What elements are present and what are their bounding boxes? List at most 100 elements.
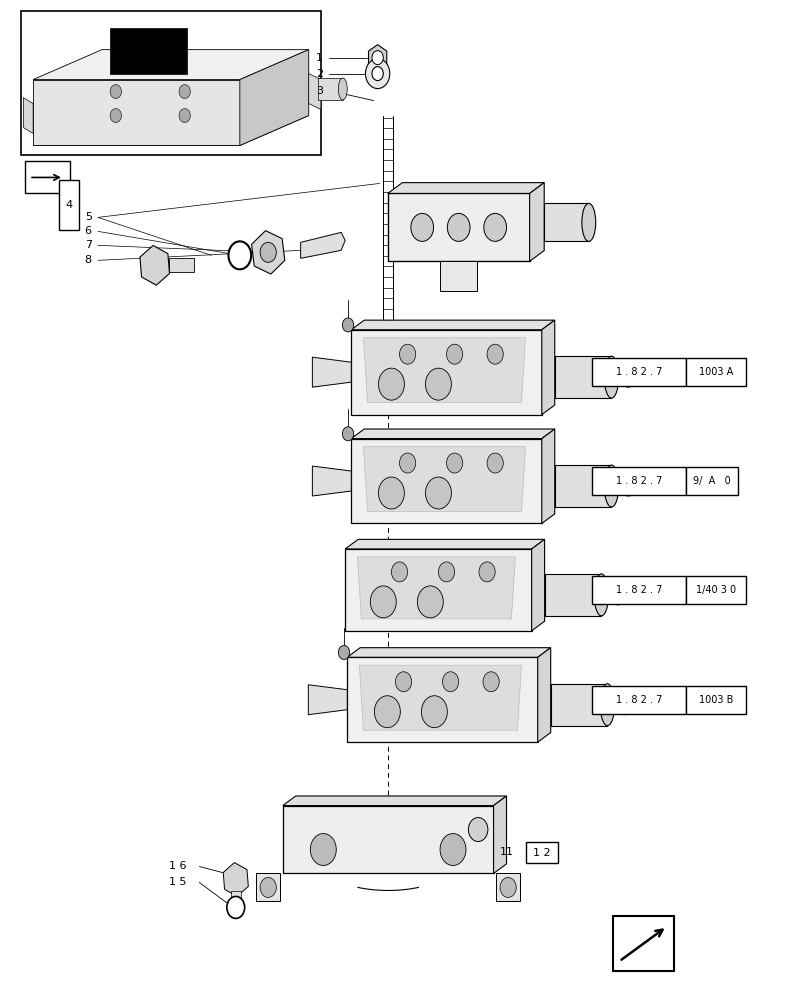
Text: 1 2: 1 2	[533, 848, 551, 858]
Polygon shape	[537, 648, 550, 742]
Polygon shape	[493, 796, 506, 873]
Bar	[592, 358, 684, 386]
Circle shape	[371, 51, 383, 65]
Circle shape	[620, 476, 636, 496]
Polygon shape	[282, 796, 506, 806]
Ellipse shape	[603, 465, 618, 507]
Ellipse shape	[599, 684, 614, 726]
Circle shape	[487, 453, 503, 473]
Circle shape	[468, 818, 487, 842]
Circle shape	[378, 368, 404, 400]
Text: 1 . 8 2 . 7: 1 . 8 2 . 7	[615, 695, 662, 705]
Text: 7: 7	[84, 240, 92, 250]
Polygon shape	[24, 98, 33, 134]
Circle shape	[446, 453, 462, 473]
Circle shape	[483, 213, 506, 241]
Bar	[684, 467, 737, 495]
Bar	[684, 576, 745, 604]
Circle shape	[442, 672, 458, 692]
Circle shape	[338, 645, 350, 659]
Circle shape	[378, 477, 404, 509]
Polygon shape	[33, 50, 308, 80]
Bar	[543, 203, 588, 241]
Polygon shape	[351, 330, 541, 415]
Text: 1 . 8 2 . 7: 1 . 8 2 . 7	[615, 476, 662, 486]
Polygon shape	[308, 685, 347, 715]
Bar	[544, 574, 601, 616]
Circle shape	[260, 242, 276, 262]
Ellipse shape	[603, 356, 618, 398]
Polygon shape	[347, 648, 550, 657]
Bar	[318, 78, 342, 100]
Polygon shape	[541, 429, 554, 523]
Circle shape	[478, 562, 495, 582]
Ellipse shape	[581, 203, 595, 241]
Bar	[169, 258, 193, 272]
Bar	[21, 11, 320, 155]
Text: 1 5: 1 5	[169, 877, 186, 887]
Polygon shape	[239, 50, 308, 145]
Text: 6: 6	[84, 226, 92, 236]
Text: 1 . 8 2 . 7: 1 . 8 2 . 7	[615, 585, 662, 595]
Polygon shape	[496, 873, 520, 901]
Text: 2: 2	[315, 69, 323, 79]
Polygon shape	[345, 539, 544, 549]
Bar	[59, 180, 79, 230]
Circle shape	[342, 318, 354, 332]
Text: 1 6: 1 6	[169, 861, 186, 871]
Bar	[592, 686, 684, 714]
Polygon shape	[312, 357, 351, 387]
Polygon shape	[359, 665, 521, 730]
Circle shape	[447, 213, 470, 241]
Circle shape	[391, 562, 407, 582]
Text: 1: 1	[315, 53, 322, 63]
Circle shape	[342, 427, 354, 441]
Circle shape	[399, 453, 415, 473]
Bar	[592, 576, 684, 604]
Polygon shape	[351, 320, 554, 330]
Circle shape	[438, 562, 454, 582]
Bar	[550, 684, 607, 726]
Circle shape	[110, 109, 122, 123]
Circle shape	[425, 477, 451, 509]
Circle shape	[425, 368, 451, 400]
Circle shape	[178, 109, 190, 123]
Circle shape	[399, 344, 415, 364]
Text: 1003 A: 1003 A	[698, 367, 732, 377]
Circle shape	[260, 877, 276, 897]
Circle shape	[226, 896, 244, 918]
Bar	[440, 261, 476, 291]
Ellipse shape	[338, 78, 347, 100]
Bar	[684, 686, 745, 714]
Text: 4: 4	[65, 200, 72, 210]
Bar	[554, 356, 611, 398]
Polygon shape	[357, 557, 515, 619]
Circle shape	[310, 834, 336, 865]
Circle shape	[365, 59, 389, 89]
Text: 3: 3	[315, 86, 322, 96]
Circle shape	[178, 85, 190, 99]
Circle shape	[410, 213, 433, 241]
Text: 1/40 3 0: 1/40 3 0	[695, 585, 736, 595]
Circle shape	[487, 344, 503, 364]
Circle shape	[371, 67, 383, 81]
Bar	[526, 842, 558, 863]
Circle shape	[620, 367, 636, 387]
Circle shape	[370, 586, 396, 618]
Polygon shape	[363, 338, 525, 403]
Bar	[684, 358, 745, 386]
Polygon shape	[351, 439, 541, 523]
Bar	[612, 916, 672, 971]
Text: 8: 8	[84, 255, 92, 265]
Circle shape	[609, 585, 625, 605]
Text: 1 . 8 2 . 7: 1 . 8 2 . 7	[615, 367, 662, 377]
Polygon shape	[345, 549, 531, 631]
Polygon shape	[33, 80, 239, 145]
Circle shape	[446, 344, 462, 364]
Circle shape	[228, 241, 251, 269]
Circle shape	[440, 834, 466, 865]
Circle shape	[374, 696, 400, 728]
Circle shape	[616, 695, 632, 715]
Polygon shape	[388, 183, 543, 193]
Bar	[592, 467, 684, 495]
